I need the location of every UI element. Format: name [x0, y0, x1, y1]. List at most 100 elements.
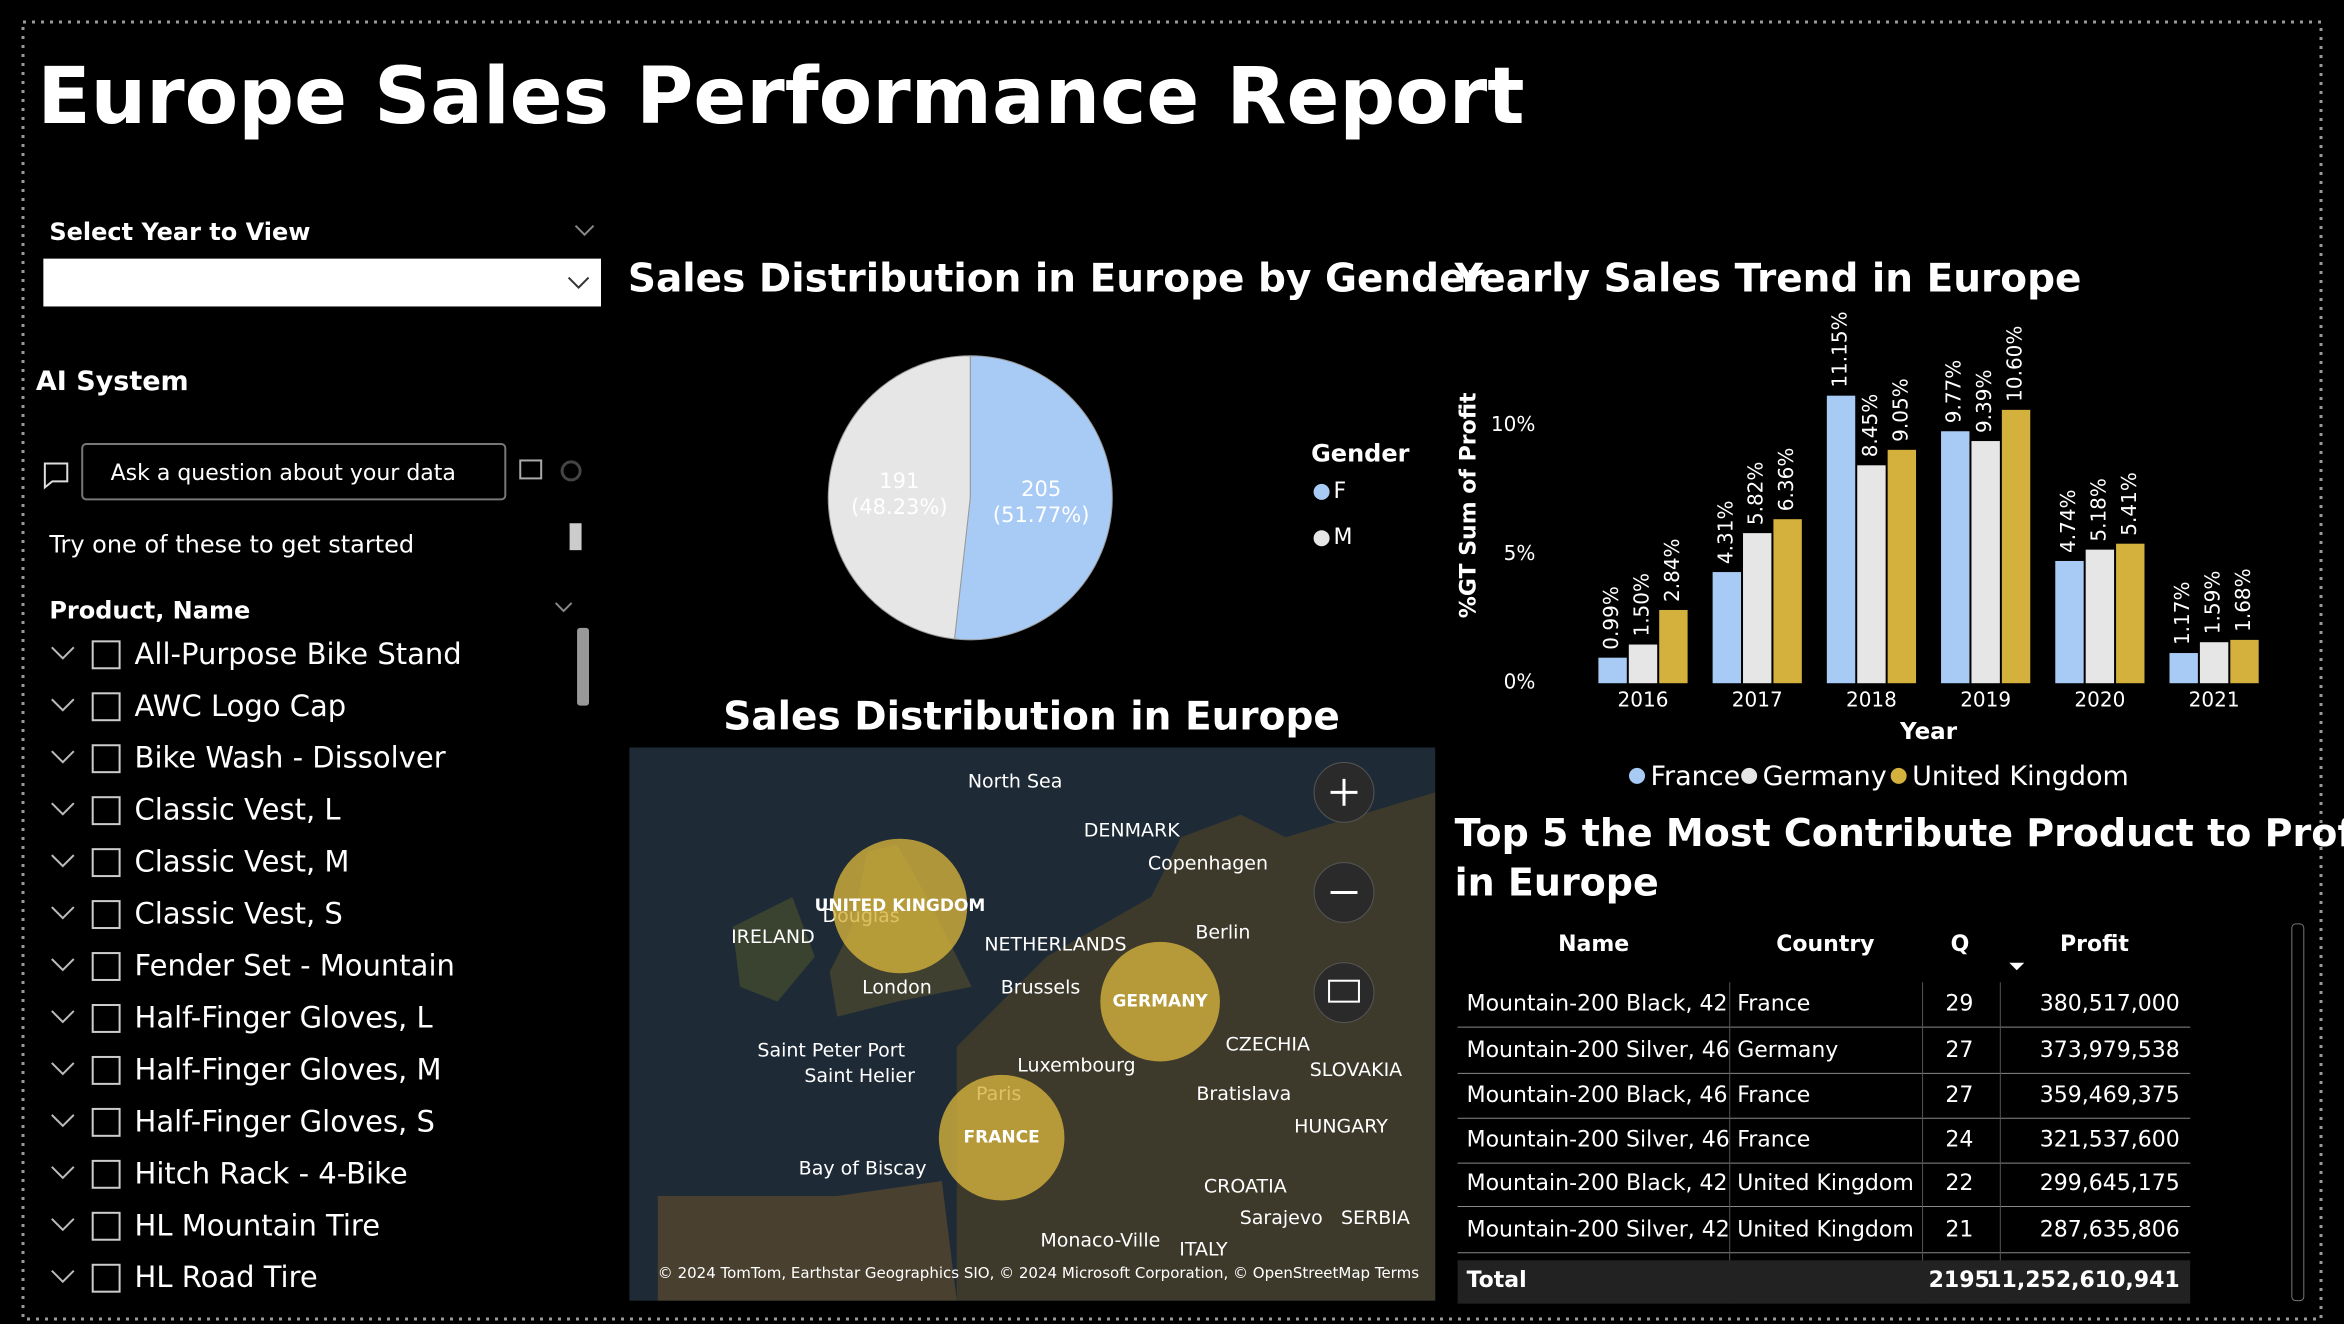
filter-checkbox[interactable]: [91, 692, 121, 722]
table-cell: 321,537,600: [2040, 1128, 2180, 1153]
pie-slice: [827, 355, 971, 640]
question-input[interactable]: [81, 443, 507, 501]
bar: [1887, 449, 1917, 684]
bar: [1628, 644, 1658, 684]
table-cell: Mountain-200 Black, 46: [1467, 1083, 1728, 1108]
filter-item[interactable]: All-Purpose Bike Stand: [135, 637, 462, 671]
bar: [1971, 441, 2000, 684]
bar: [1712, 572, 1742, 684]
filter-item[interactable]: HL Road Tire: [135, 1260, 318, 1294]
filter-scrollbar: [577, 627, 590, 706]
filter-checkbox[interactable]: [91, 744, 121, 774]
page-border: [21, 20, 2323, 1321]
filter-checkbox[interactable]: [91, 1055, 121, 1085]
filter-item[interactable]: Half-Finger Gloves, L: [135, 1000, 433, 1034]
filter-checkbox[interactable]: [91, 848, 121, 878]
filter-item[interactable]: Classic Vest, L: [135, 793, 341, 827]
legend-swatch: [1313, 483, 1330, 500]
filter-checkbox[interactable]: [91, 1211, 121, 1241]
ai-title: AI System: [36, 366, 189, 397]
chevron-icon: [554, 602, 573, 613]
chevron-icon: [51, 1166, 75, 1180]
settings-icon[interactable]: [560, 460, 582, 482]
table-cell: 27: [1945, 1038, 1973, 1063]
filter-checkbox[interactable]: [91, 952, 121, 981]
filter-checkbox[interactable]: [91, 1004, 121, 1033]
pie-value-label: 191: [879, 469, 919, 493]
tree-icon[interactable]: [519, 459, 543, 480]
map-place-label: Saint Helier: [804, 1065, 915, 1087]
bar-value-label: 5.41%: [2117, 472, 2141, 536]
filter-item[interactable]: Half-Finger Gloves, M: [135, 1052, 442, 1086]
filter-item[interactable]: Fender Set - Mountain: [135, 949, 455, 983]
filter-item[interactable]: AWC Logo Cap: [135, 689, 347, 723]
map-place-label: Berlin: [1195, 921, 1250, 943]
map-place-label: SERBIA: [1341, 1207, 1410, 1229]
column-header[interactable]: Q: [1951, 932, 1970, 957]
legend-swatch: [1890, 767, 1907, 784]
table-cell: 380,517,000: [2040, 992, 2180, 1017]
filter-checkbox[interactable]: [91, 796, 121, 826]
legend-label: M: [1334, 525, 1353, 550]
filter-checkbox[interactable]: [91, 640, 121, 670]
table-cell: Mountain-200 Black, 42: [1467, 992, 1728, 1017]
map-control[interactable]: [1313, 962, 1375, 1024]
table-cell: Germany: [1737, 1038, 1838, 1063]
filter-item[interactable]: Hitch Rack - 4-Bike: [135, 1156, 408, 1190]
map-land: [657, 1181, 957, 1301]
map-place-label: IRELAND: [731, 926, 815, 948]
legend-label: F: [1334, 479, 1347, 504]
column-header[interactable]: Profit: [2060, 932, 2129, 957]
map-place-label: ITALY: [1179, 1238, 1228, 1260]
filter-item[interactable]: Bike Wash - Dissolver: [135, 741, 446, 775]
column-header[interactable]: Country: [1776, 932, 1874, 957]
bar-value-label: 5.82%: [1744, 462, 1768, 526]
filter-item[interactable]: Half-Finger Gloves, S: [135, 1104, 435, 1138]
filter-item[interactable]: Classic Vest, M: [135, 845, 350, 879]
table-cell: France: [1737, 992, 1810, 1017]
legend-label: France: [1650, 761, 1740, 792]
bar-value-label: 0.99%: [1599, 586, 1623, 650]
table-cell: Mountain-200 Silver, 42: [1467, 1217, 1730, 1242]
map-place-label: North Sea: [968, 770, 1063, 792]
map-place-label: SLOVAKIA: [1310, 1059, 1402, 1081]
x-tick-label: 2021: [2189, 688, 2240, 712]
chevron-icon: [51, 958, 75, 972]
x-tick-label: 2017: [1732, 688, 1783, 712]
y-tick-label: 10%: [1491, 412, 1535, 436]
map-bubble[interactable]: [938, 1074, 1065, 1201]
filter-item[interactable]: HL Mountain Tire: [135, 1208, 381, 1242]
map-place-label: CROATIA: [1204, 1176, 1287, 1198]
filter-checkbox[interactable]: [91, 1107, 121, 1137]
zoom-in-icon: [1330, 778, 1358, 806]
table-cell: United Kingdom: [1737, 1217, 1914, 1242]
bar-value-label: 2.84%: [1660, 538, 1684, 602]
pie-percent-label: (48.23%): [851, 495, 947, 519]
table-scrollbar[interactable]: [2291, 923, 2305, 1302]
column-header[interactable]: Name: [1558, 932, 1629, 957]
chevron-icon: [51, 646, 75, 660]
year-dropdown[interactable]: [43, 258, 601, 307]
map-land: [732, 897, 815, 1002]
filter-checkbox[interactable]: [91, 1263, 121, 1293]
legend-label: United Kingdom: [1912, 761, 2129, 792]
bar: [1773, 519, 1802, 684]
table-cell: 21: [1945, 1217, 1973, 1242]
bar-value-label: 1.68%: [2231, 568, 2255, 632]
bar: [1659, 609, 1688, 684]
ai-hint: Try one of these to get started: [48, 531, 414, 559]
filter-item[interactable]: Classic Vest, S: [135, 897, 343, 931]
bar-value-label: 1.59%: [2201, 571, 2225, 635]
bar: [2055, 560, 2084, 684]
filter-checkbox[interactable]: [91, 900, 121, 930]
chevron-icon: [51, 1218, 75, 1232]
table-cell: Mountain-200 Silver, 46: [1467, 1128, 1730, 1153]
legend-swatch: [1313, 530, 1330, 547]
pie-value-label: 205: [1021, 477, 1061, 501]
map-bubble[interactable]: [1100, 941, 1220, 1062]
filter-checkbox[interactable]: [91, 1159, 121, 1189]
map-bubble[interactable]: [832, 838, 968, 974]
bar: [1743, 533, 1772, 684]
dropdown-value: All: [55, 273, 82, 298]
